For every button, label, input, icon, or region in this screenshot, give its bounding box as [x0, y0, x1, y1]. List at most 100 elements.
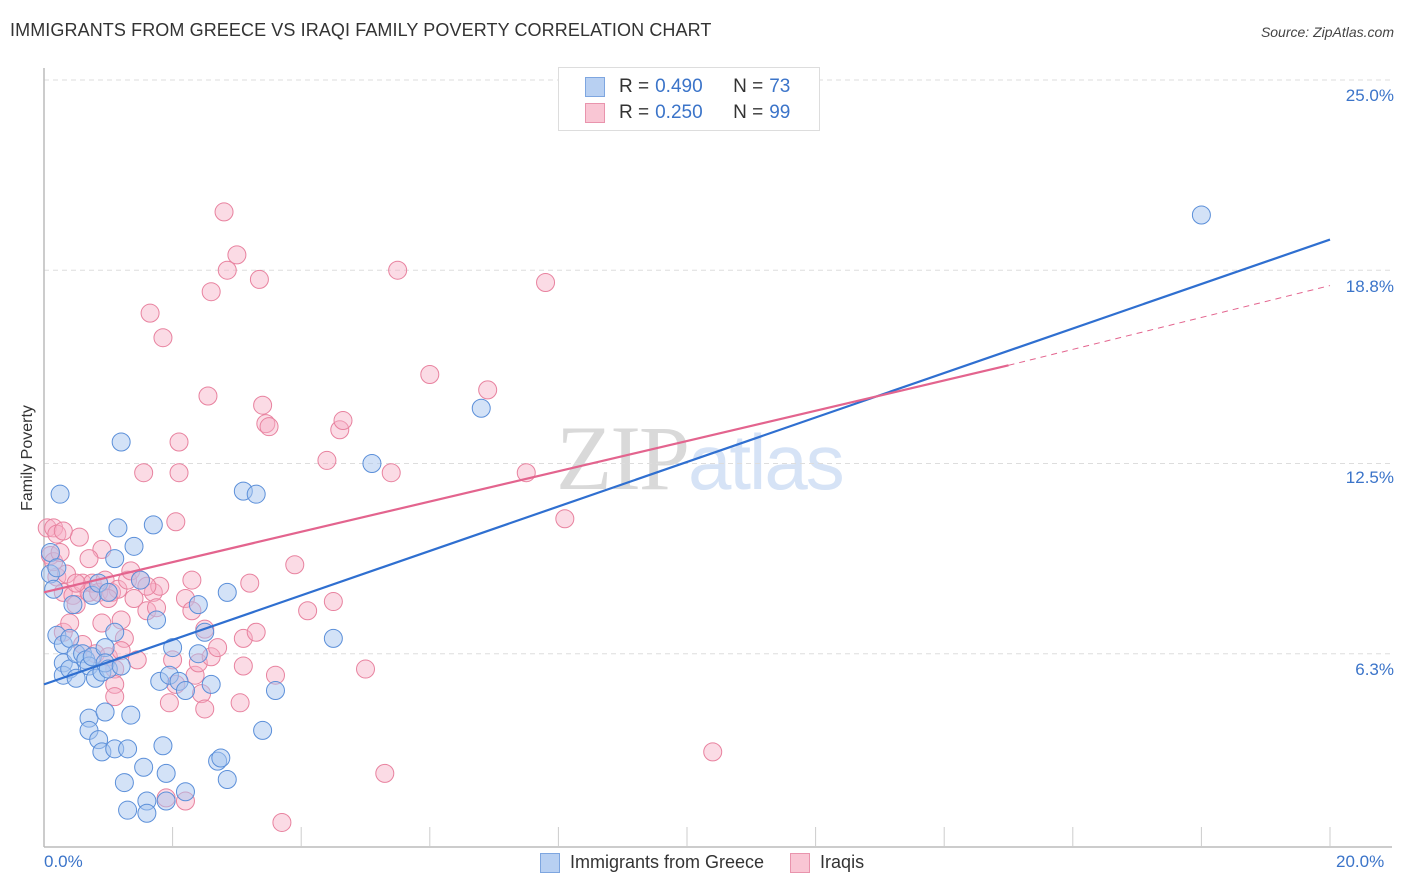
- iraqis-trend-extension: [1008, 285, 1331, 366]
- iraqis-swatch-icon: [585, 103, 605, 123]
- data-point: [188, 595, 208, 615]
- data-point: [240, 573, 260, 593]
- data-point: [134, 463, 154, 483]
- data-point: [246, 484, 266, 504]
- data-point: [118, 739, 138, 759]
- data-point: [140, 303, 160, 323]
- data-point: [230, 693, 250, 713]
- data-point: [227, 245, 247, 265]
- data-point: [249, 269, 269, 289]
- data-point: [362, 454, 382, 473]
- legend-label-greece: Immigrants from Greece: [570, 852, 765, 872]
- data-point: [63, 595, 83, 615]
- data-point: [121, 705, 141, 725]
- n-value: 99: [769, 102, 791, 123]
- data-point: [217, 582, 237, 602]
- greece-legend-swatch-icon: [540, 852, 560, 873]
- y-tick-6-3: 6.3%: [1355, 660, 1394, 679]
- data-point: [175, 782, 195, 802]
- data-point: [471, 398, 491, 418]
- data-point: [214, 202, 234, 222]
- data-point: [92, 613, 112, 633]
- data-point: [198, 386, 218, 406]
- iraqis-points: [37, 202, 723, 832]
- data-point: [53, 521, 73, 541]
- data-point: [703, 742, 723, 762]
- data-point: [265, 681, 285, 701]
- data-point: [388, 260, 408, 280]
- trend-lines: [43, 238, 1331, 686]
- watermark-zip: ZIP: [556, 407, 690, 509]
- series-legend: Immigrants from Greece Iraqis: [540, 852, 890, 873]
- y-tick-18-8: 18.8%: [1345, 277, 1394, 296]
- legend-row-greece: R = 0.490 N = 73: [585, 74, 790, 100]
- data-point: [156, 763, 176, 783]
- gridlines: [44, 79, 1392, 655]
- chart-title: IMMIGRANTS FROM GREECE VS IRAQI FAMILY P…: [10, 20, 712, 40]
- data-point: [253, 720, 273, 740]
- legend-row-iraqis: R = 0.250 N = 99: [585, 100, 790, 126]
- data-point: [323, 628, 343, 648]
- data-point: [114, 773, 134, 793]
- data-point: [201, 282, 221, 302]
- data-point: [375, 763, 395, 783]
- data-point: [153, 328, 173, 348]
- axes: [43, 68, 1392, 848]
- data-point: [323, 592, 343, 612]
- data-point: [298, 601, 318, 621]
- data-point: [333, 411, 353, 431]
- n-label: N =: [733, 76, 764, 97]
- data-point: [47, 558, 67, 578]
- data-point: [272, 812, 292, 832]
- data-point: [134, 757, 154, 777]
- x-tick-max: 20.0%: [1336, 852, 1385, 871]
- iraqis-trend-line: [43, 364, 1009, 594]
- data-point: [285, 555, 305, 575]
- data-point: [317, 450, 337, 470]
- data-point: [137, 803, 157, 823]
- greece-trend-line: [43, 238, 1331, 686]
- data-point: [536, 272, 556, 292]
- legend-item-greece: Immigrants from Greece: [540, 852, 764, 873]
- r-value: 0.490: [655, 76, 703, 97]
- data-point: [79, 549, 99, 569]
- data-point: [259, 417, 279, 437]
- data-point: [50, 484, 70, 504]
- data-point: [37, 518, 57, 538]
- data-point: [169, 432, 189, 452]
- data-point: [105, 687, 125, 707]
- data-point: [124, 588, 144, 608]
- data-point: [211, 748, 231, 768]
- data-point: [95, 702, 115, 722]
- data-point: [105, 549, 125, 569]
- data-point: [111, 432, 131, 452]
- data-point: [195, 699, 215, 719]
- data-point: [182, 570, 202, 590]
- data-point: [118, 800, 138, 820]
- data-point: [147, 610, 167, 630]
- data-point: [478, 380, 498, 400]
- data-point: [1191, 205, 1211, 225]
- data-point: [156, 791, 176, 811]
- data-point: [555, 509, 575, 529]
- n-label: N =: [733, 102, 764, 123]
- data-point: [69, 527, 89, 547]
- data-point: [124, 536, 144, 556]
- data-point: [98, 582, 118, 602]
- watermark-atlas: atlas: [688, 418, 845, 506]
- data-point: [188, 644, 208, 664]
- data-point: [420, 365, 440, 385]
- data-point: [201, 674, 221, 694]
- greece-swatch-icon: [585, 77, 605, 97]
- r-label: R =: [619, 76, 650, 97]
- legend-label-iraqis: Iraqis: [820, 852, 865, 872]
- data-point: [233, 656, 253, 676]
- y-tick-12-5: 12.5%: [1345, 468, 1394, 487]
- data-point: [381, 463, 401, 483]
- n-value: 73: [769, 76, 791, 97]
- y-tick-25: 25.0%: [1345, 86, 1394, 105]
- data-point: [163, 638, 183, 658]
- data-point: [143, 515, 163, 535]
- data-point: [159, 693, 179, 713]
